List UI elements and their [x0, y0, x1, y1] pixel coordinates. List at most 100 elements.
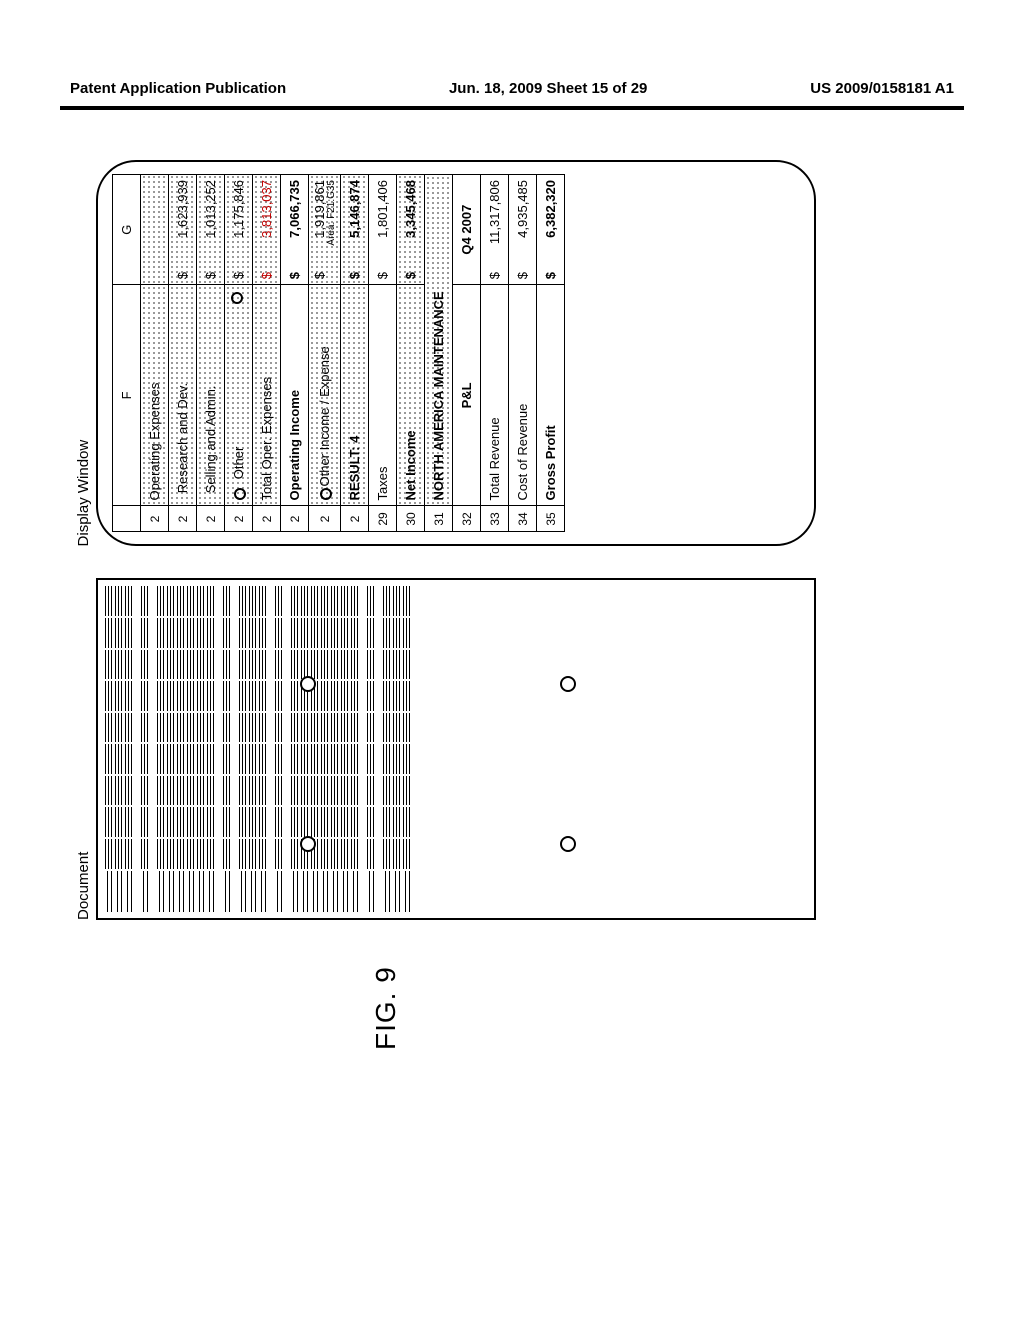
figure-9: Document Display Window F G 2Operating E… — [75, 160, 955, 920]
doc-thumb-cell — [382, 618, 390, 648]
document-panel: Document — [75, 578, 955, 920]
doc-thumb-cell — [104, 650, 112, 680]
doc-thumb-cell — [166, 776, 174, 806]
row-label: Research and Dev. — [169, 285, 197, 506]
doc-thumb-cell — [290, 807, 298, 837]
doc-thumb-cell — [402, 681, 410, 711]
row-number: 32 — [453, 506, 481, 532]
doc-thumb-row — [176, 586, 184, 912]
doc-thumb-cell — [274, 807, 282, 837]
doc-thumb-row — [186, 586, 194, 912]
header-left: Patent Application Publication — [70, 80, 286, 97]
doc-thumb-cell — [310, 586, 318, 616]
row-value: $7,066,735 — [281, 175, 309, 285]
doc-thumb-cell — [382, 713, 390, 743]
lens-icon — [560, 676, 576, 692]
doc-thumb-cell — [392, 713, 400, 743]
doc-thumb-row — [274, 586, 282, 912]
doc-thumb-cell — [124, 776, 132, 806]
doc-thumb-cell — [330, 650, 338, 680]
doc-thumb-row — [114, 586, 122, 912]
doc-thumb-cell — [196, 681, 204, 711]
display-window-panel: Display Window F G 2Operating Expenses2 … — [75, 160, 955, 546]
doc-thumb-cell — [166, 618, 174, 648]
row-label: Operating Expenses — [141, 285, 169, 506]
doc-thumb-cell — [300, 744, 308, 774]
document-label: Document — [75, 578, 92, 920]
doc-thumb-cell — [238, 776, 246, 806]
doc-thumb-cell — [330, 776, 338, 806]
doc-thumb-cell — [350, 618, 358, 648]
doc-thumb-cell — [274, 618, 282, 648]
doc-thumb-row — [206, 586, 214, 912]
doc-thumb-cell — [186, 871, 194, 912]
doc-thumb-cell — [248, 839, 256, 869]
doc-thumb-cell — [124, 681, 132, 711]
doc-thumb-cell — [274, 839, 282, 869]
doc-thumb-cell — [340, 776, 348, 806]
doc-thumb-cell — [366, 871, 374, 912]
doc-thumb-cell — [402, 839, 410, 869]
doc-thumb-cell — [300, 776, 308, 806]
doc-thumb-gap — [284, 586, 288, 912]
doc-thumb-cell — [320, 681, 328, 711]
doc-thumb-cell — [310, 776, 318, 806]
doc-thumb-cell — [300, 713, 308, 743]
doc-thumb-cell — [310, 618, 318, 648]
doc-thumb-cell — [300, 807, 308, 837]
doc-thumb-cell — [186, 618, 194, 648]
doc-thumb-cell — [238, 807, 246, 837]
doc-thumb-cell — [392, 618, 400, 648]
doc-thumb-cell — [140, 681, 148, 711]
doc-thumb-cell — [196, 744, 204, 774]
doc-thumb-cell — [176, 618, 184, 648]
row-number: 31 — [425, 506, 453, 532]
doc-thumb-cell — [320, 618, 328, 648]
row-label: RESULT: 4 — [341, 285, 369, 506]
doc-thumb-cell — [274, 713, 282, 743]
row-label: Other — [225, 285, 253, 506]
doc-thumb-cell — [290, 744, 298, 774]
doc-thumb-cell — [350, 776, 358, 806]
column-header-row: F G — [113, 175, 141, 532]
doc-thumb-gap — [376, 586, 380, 912]
doc-thumb-cell — [274, 681, 282, 711]
row-value: $1,919,861Area: F21:G35 — [309, 175, 341, 285]
doc-thumb-cell — [196, 650, 204, 680]
doc-thumb-cell — [166, 681, 174, 711]
doc-thumb-row — [156, 586, 164, 912]
doc-thumb-cell — [366, 681, 374, 711]
row-number: 2 — [281, 506, 309, 532]
doc-thumb-cell — [340, 618, 348, 648]
row-number: 34 — [509, 506, 537, 532]
doc-thumb-cell — [196, 713, 204, 743]
row-label: NORTH AMERICA MAINTENANCE — [425, 175, 453, 506]
row-label: P&L — [453, 285, 481, 506]
row-number: 2 — [309, 506, 341, 532]
doc-thumb-cell — [156, 618, 164, 648]
doc-thumb-cell — [274, 871, 282, 912]
doc-thumb-cell — [366, 713, 374, 743]
doc-thumb-cell — [114, 713, 122, 743]
doc-thumb-cell — [140, 776, 148, 806]
doc-thumb-cell — [382, 650, 390, 680]
doc-thumb-cell — [274, 650, 282, 680]
doc-thumb-cell — [140, 871, 148, 912]
doc-thumb-cell — [238, 650, 246, 680]
col-F: F — [113, 285, 141, 506]
area-ref: Area: F21:G35 — [327, 180, 337, 279]
doc-thumb-cell — [402, 650, 410, 680]
doc-thumb-cell — [104, 776, 112, 806]
doc-thumb-cell — [156, 744, 164, 774]
table-row: 2Operating Income$7,066,735 — [281, 175, 309, 532]
doc-thumb-cell — [392, 776, 400, 806]
doc-thumb-cell — [350, 650, 358, 680]
doc-thumb-cell — [166, 871, 174, 912]
doc-thumb-gap — [268, 586, 272, 912]
table-row: 2Other Income / Expense$1,919,861Area: F… — [309, 175, 341, 532]
doc-thumb-cell — [206, 681, 214, 711]
doc-thumb-cell — [186, 839, 194, 869]
doc-thumb-cell — [156, 586, 164, 616]
doc-thumb-cell — [114, 681, 122, 711]
doc-thumb-cell — [222, 807, 230, 837]
